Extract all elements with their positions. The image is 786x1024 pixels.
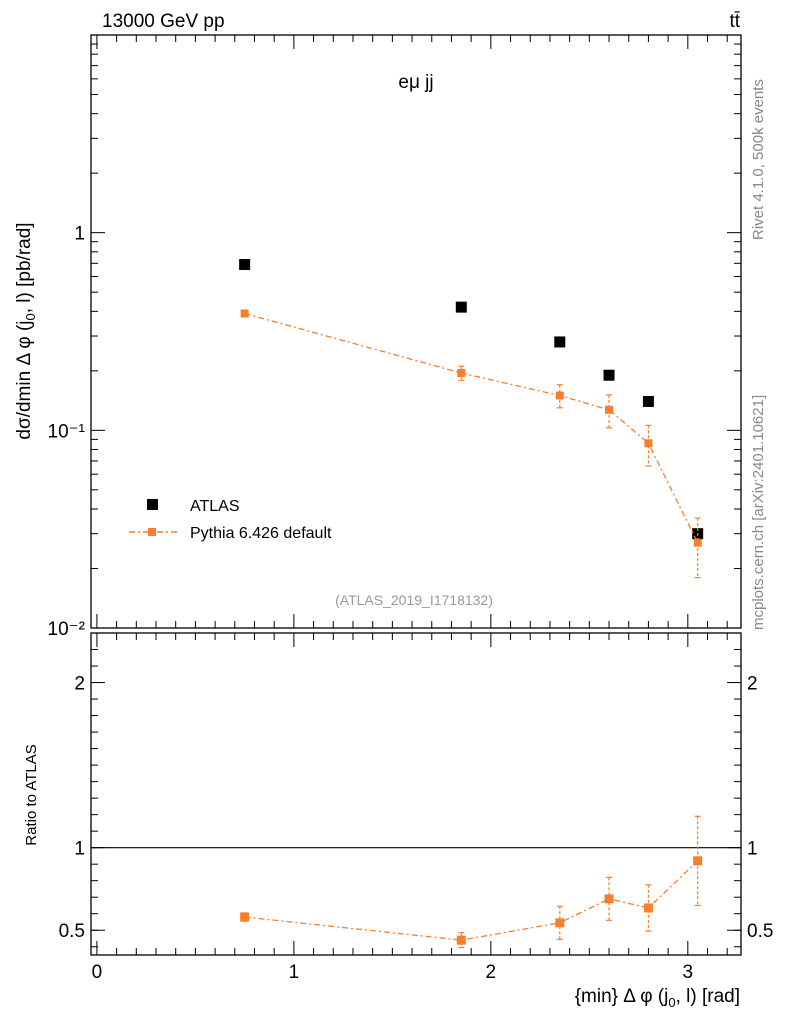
ratio-y-tick-label-right: 0.5: [747, 921, 773, 942]
atlas-data-point: [455, 301, 467, 313]
ratio-series-line: [244, 860, 699, 941]
mc-data-point: [555, 391, 564, 400]
atlas-data-point: [603, 369, 615, 381]
ratio-data-point: [555, 918, 565, 928]
x-tick-label: 3: [683, 962, 694, 983]
energy-label: 13000 GeV pp: [102, 11, 225, 32]
ratio-y-tick-label: 1: [74, 839, 85, 860]
mc-data-point: [605, 405, 614, 414]
y-tick-label: 10⁻¹: [48, 421, 86, 442]
channel-annotation: eμ jj: [398, 72, 433, 93]
x-tick-label: 0: [92, 962, 103, 983]
ratio-frame: [90, 632, 742, 956]
atlas-data-point: [554, 336, 566, 348]
ratio-data-point: [693, 856, 703, 866]
mc-data-point: [457, 369, 466, 378]
ratio-y-tick-label: 0.5: [59, 921, 85, 942]
reference-id: (ATLAS_2019_I1718132): [335, 592, 493, 608]
legend-atlas-marker: [147, 499, 158, 510]
ratio-panel: Ratio to ATLAS 0 1 2 3 0.5 0.5 1 1 2 2 {min} Δ φ …: [23, 632, 773, 1010]
y-tick-label: 10⁻²: [48, 619, 86, 640]
legend-mc-label: Pythia 6.426 default: [190, 525, 332, 542]
ratio-y-tick-label-right: 1: [747, 839, 758, 860]
main-frame: [90, 34, 742, 629]
ratio-data-point: [456, 935, 466, 945]
ratio-data-point: [643, 903, 653, 913]
mc-data-point: [240, 309, 249, 318]
ratio-y-tick-label-right: 2: [747, 674, 758, 695]
mcplots-label: mcplots.cern.ch [arXiv:2401.10621]: [750, 395, 767, 630]
main-panel: eμ jj dσ/dmin Δ φ (j0, l) [pb/rad] 10⁻² 1…: [14, 34, 742, 640]
y-tick-label: 1: [74, 224, 85, 245]
legend-mc-marker: [148, 528, 156, 536]
legend: ATLAS Pythia 6.426 default: [129, 498, 332, 542]
rivet-label: Rivet 4.1.0, 500k events: [750, 79, 767, 240]
atlas-data-point: [642, 395, 654, 407]
x-axis-label: {min} Δ φ (j0, l) [rad]: [575, 986, 740, 1010]
main-y-axis-label: dσ/dmin Δ φ (j0, l) [pb/rad]: [14, 222, 38, 439]
x-tick-label: 2: [486, 962, 497, 983]
mc-data-point: [644, 439, 653, 448]
ratio-data-point: [240, 912, 250, 922]
x-tick-label: 1: [289, 962, 300, 983]
ratio-y-axis-label: Ratio to ATLAS: [23, 744, 40, 845]
atlas-data-point: [239, 259, 251, 271]
mc-series-line: [244, 312, 699, 544]
ratio-y-tick-label: 2: [74, 674, 85, 695]
legend-atlas-label: ATLAS: [190, 498, 240, 515]
ratio-data-point: [604, 894, 614, 904]
process-label: tt̄: [729, 11, 740, 32]
mc-data-point: [693, 538, 702, 547]
